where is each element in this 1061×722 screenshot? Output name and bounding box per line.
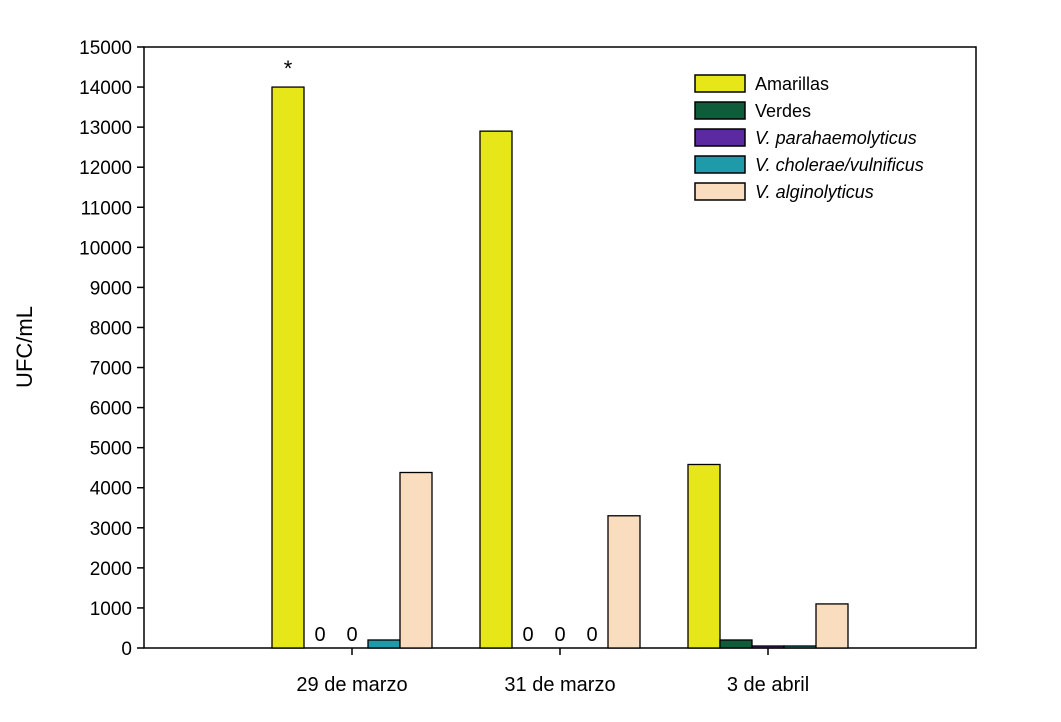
y-tick-label: 5000 <box>90 439 132 460</box>
legend-label: Amarillas <box>755 74 829 94</box>
significance-marker: * <box>284 56 293 81</box>
y-tick-label: 9000 <box>90 278 132 299</box>
zero-value-label: 0 <box>522 624 533 646</box>
bar-1-2 <box>719 639 753 649</box>
legend-label: V. cholerae/vulnificus <box>755 155 924 175</box>
legend-swatch <box>694 182 746 201</box>
y-tick-label: 4000 <box>90 479 132 500</box>
bar-4-1 <box>607 515 641 649</box>
bar-4-2 <box>815 603 849 649</box>
annotations-group: *0 0 0 0 0 <box>284 56 598 646</box>
y-tick-label: 8000 <box>90 318 132 339</box>
y-axis: 0 1000 2000 3000 4000 5000 6000 7000 8000 9000 100… <box>79 38 144 660</box>
x-axis: 29 de marzo 31 de marzo 3 de abril <box>296 648 809 696</box>
legend-swatch <box>694 101 746 120</box>
bar-0-1 <box>479 130 513 649</box>
y-tick-label: 10000 <box>79 238 132 259</box>
y-tick-label: 7000 <box>90 359 132 380</box>
legend-label: Verdes <box>755 101 811 121</box>
bars-group <box>271 86 849 649</box>
legend-swatch <box>694 155 746 174</box>
y-tick-label: 6000 <box>90 399 132 420</box>
zero-value-label: 0 <box>554 624 565 646</box>
y-tick-label: 0 <box>121 639 132 660</box>
y-tick-label: 15000 <box>79 38 132 59</box>
zero-value-label: 0 <box>346 624 357 646</box>
bar-3-2 <box>783 645 817 649</box>
y-tick-label: 3000 <box>90 519 132 540</box>
legend-swatch <box>694 74 746 93</box>
zero-value-label: 0 <box>314 624 325 646</box>
bar-4-0 <box>399 471 433 649</box>
zero-value-label: 0 <box>586 624 597 646</box>
bar-0-2 <box>687 463 721 649</box>
legend: Amarillas Verdes V. parahaemolyticus V. cho… <box>694 74 924 202</box>
x-category-label: 3 de abril <box>727 674 809 696</box>
bar-3-0 <box>367 639 401 649</box>
y-tick-label: 1000 <box>90 599 132 620</box>
bar-0-0 <box>271 86 305 649</box>
legend-label: V. alginolyticus <box>755 182 874 202</box>
bar-2-2 <box>751 645 785 649</box>
y-axis-title: UFC/mL <box>12 306 37 388</box>
y-tick-label: 12000 <box>79 158 132 179</box>
x-category-label: 31 de marzo <box>504 674 615 696</box>
y-tick-label: 11000 <box>81 198 132 219</box>
legend-swatch <box>694 128 746 147</box>
y-tick-label: 14000 <box>79 78 132 99</box>
y-tick-label: 2000 <box>90 559 132 580</box>
y-tick-label: 13000 <box>79 118 132 139</box>
legend-label: V. parahaemolyticus <box>755 128 917 148</box>
x-category-label: 29 de marzo <box>296 674 407 696</box>
